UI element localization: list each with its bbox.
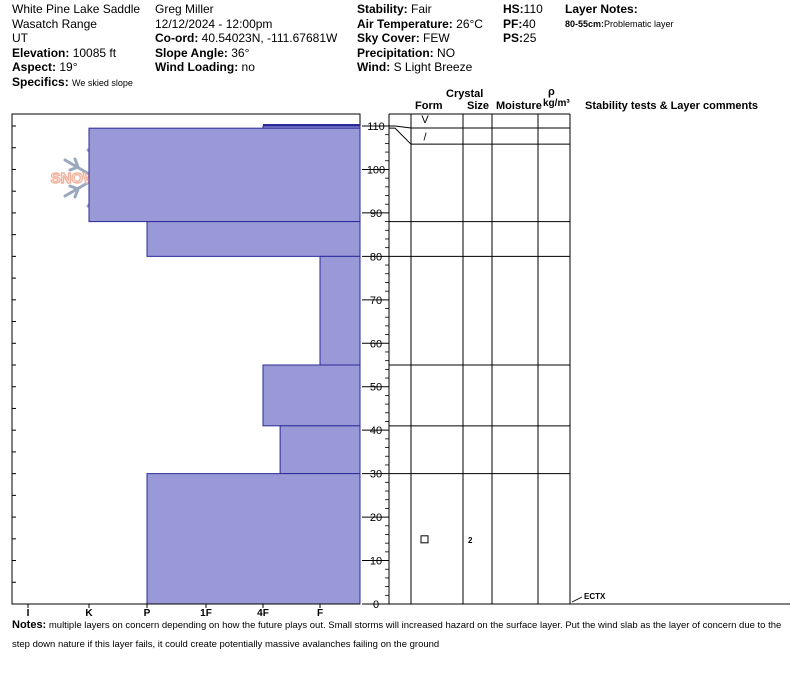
- air-temp-row: Air Temperature: 26°C: [357, 17, 483, 32]
- stability-value: Fair: [411, 2, 432, 16]
- stability-test-leader-0: [571, 596, 583, 603]
- notes-text: multiple layers on concern depending on …: [12, 620, 782, 650]
- grain-form-symbol-0: V: [421, 114, 429, 126]
- layer-connector-1: [389, 127, 412, 145]
- hardness-tick-label-P: P: [144, 608, 151, 619]
- wind-loading-label: Wind Loading:: [155, 60, 239, 74]
- height-tick-label-0: 0: [373, 599, 379, 611]
- wind-loading-row: Wind Loading: no: [155, 60, 337, 75]
- height-tick-label-30: 30: [370, 469, 382, 481]
- header-layer-notes: Layer Notes: 80-55cm:Problematic layer: [565, 2, 674, 31]
- stability-test-label-0: ECTX: [584, 592, 606, 601]
- sky-value: FEW: [423, 31, 450, 45]
- stability-label: Stability:: [357, 2, 408, 16]
- sky-row: Sky Cover: FEW: [357, 31, 483, 46]
- hardness-tick-label-F: F: [317, 608, 323, 619]
- air-temp-label: Air Temperature:: [357, 16, 453, 31]
- col-stability-tests-header: Stability tests & Layer comments: [585, 100, 759, 112]
- ps-label: PS:: [503, 31, 524, 45]
- elevation-value: 10085 ft: [72, 45, 117, 60]
- hs-label: HS:: [503, 2, 524, 16]
- grain-size-label-2: 2: [468, 536, 473, 545]
- precip-label: Precipitation:: [357, 45, 434, 60]
- precip-value: NO: [437, 45, 456, 60]
- height-tick-label-10: 10: [370, 556, 382, 568]
- elevation-label: Elevation:: [12, 45, 70, 60]
- elevation-row: Elevation: 10085 ft: [12, 46, 140, 61]
- header-site-info: White Pine Lake Saddle Wasatch Range UT …: [12, 2, 140, 90]
- layer-note-range: 80-55cm:: [565, 18, 605, 29]
- notes-block: Notes: multiple layers on concern depend…: [12, 616, 794, 654]
- grain-form-symbol-1: /: [423, 131, 427, 143]
- slope-row: Slope Angle: 36°: [155, 46, 337, 61]
- height-tick-label-70: 70: [370, 295, 382, 307]
- height-tick-label-90: 90: [370, 208, 382, 220]
- hardness-layer-bar-3: [319, 255, 361, 366]
- hardness-layer-bar-5: [279, 425, 361, 475]
- observer-name: Greg Miller: [155, 2, 214, 16]
- coord-value: 40.54023N, -111.67681W: [201, 31, 338, 45]
- sky-label: Sky Cover:: [357, 31, 420, 45]
- hs-row: HS:110: [503, 2, 543, 17]
- wind-row: Wind: S Light Breeze: [357, 60, 483, 75]
- header-observer-info: Greg Miller 12/12/2024 - 12:00pm Co-ord:…: [155, 2, 337, 75]
- hardness-layer-bar-1: [88, 127, 361, 223]
- aspect-label: Aspect:: [12, 60, 57, 74]
- layer-note-text: Problematic layer: [604, 18, 674, 29]
- layer-connector-0: [389, 125, 412, 129]
- observation-datetime: 12/12/2024 - 12:00pm: [155, 16, 273, 31]
- height-tick-label-40: 40: [370, 425, 382, 437]
- height-tick-label-50: 50: [370, 382, 382, 394]
- height-tick-label-20: 20: [370, 512, 382, 524]
- slope-value: 36°: [231, 45, 250, 60]
- header-snowpack-info: HS:110 PF:40 PS:25: [503, 2, 543, 46]
- ps-row: PS:25: [503, 31, 543, 46]
- aspect-value: 19°: [59, 60, 78, 74]
- stability-row: Stability: Fair: [357, 2, 483, 17]
- hardness-tick-label-1F: 1F: [200, 608, 212, 619]
- header-weather-info: Stability: Fair Air Temperature: 26°C Sk…: [357, 2, 483, 75]
- col-rho-header: ρ: [548, 86, 555, 98]
- grain-form-symbol-2: [420, 535, 429, 544]
- hardness-tick-label-4F: 4F: [257, 608, 269, 619]
- state-name: UT: [12, 31, 28, 45]
- hardness-layer-bar-6: [146, 473, 361, 605]
- col-crystal-header: Crystal: [446, 88, 484, 100]
- hardness-tick-label-K: K: [85, 608, 93, 619]
- layer-note-row: 80-55cm:Problematic layer: [565, 17, 674, 32]
- pf-row: PF:40: [503, 17, 543, 32]
- coord-label: Co-ord:: [155, 31, 199, 45]
- ps-value: 25: [523, 31, 537, 45]
- col-moisture-header: Moisture: [496, 100, 542, 112]
- wind-loading-value: no: [241, 60, 255, 74]
- air-temp-value: 26°C: [456, 16, 483, 31]
- pf-value: 40: [522, 16, 536, 31]
- col-size-header: Size: [467, 100, 490, 112]
- coord-row: Co-ord: 40.54023N, -111.67681W: [155, 31, 337, 46]
- location-name: White Pine Lake Saddle: [12, 2, 141, 16]
- hs-value: 110: [523, 2, 543, 16]
- wind-value: S Light Breeze: [393, 60, 473, 74]
- wind-label: Wind:: [357, 60, 391, 74]
- notes-label: Notes:: [12, 619, 47, 631]
- height-tick-label-110: 110: [367, 121, 385, 133]
- pf-label: PF:: [503, 16, 523, 31]
- hardness-layer-bar-4: [262, 364, 361, 427]
- specifics-label: Specifics:: [12, 74, 69, 89]
- height-tick-label-100: 100: [367, 164, 385, 176]
- range-name: Wasatch Range: [12, 16, 97, 31]
- hardness-tick-label-I: I: [27, 608, 30, 619]
- col-density-header: kg/m³: [543, 98, 570, 109]
- specifics-row: Specifics: We skied slope: [12, 75, 140, 91]
- height-tick-label-60: 60: [370, 338, 382, 350]
- height-tick-label-80: 80: [370, 251, 382, 263]
- slope-label: Slope Angle:: [155, 45, 228, 60]
- hardness-layer-bar-2: [146, 221, 361, 257]
- col-form-header: Form: [415, 100, 443, 112]
- precip-row: Precipitation: NO: [357, 46, 483, 61]
- specifics-value: We skied slope: [72, 77, 133, 88]
- layer-notes-label: Layer Notes:: [565, 2, 638, 16]
- aspect-row: Aspect: 19°: [12, 60, 140, 75]
